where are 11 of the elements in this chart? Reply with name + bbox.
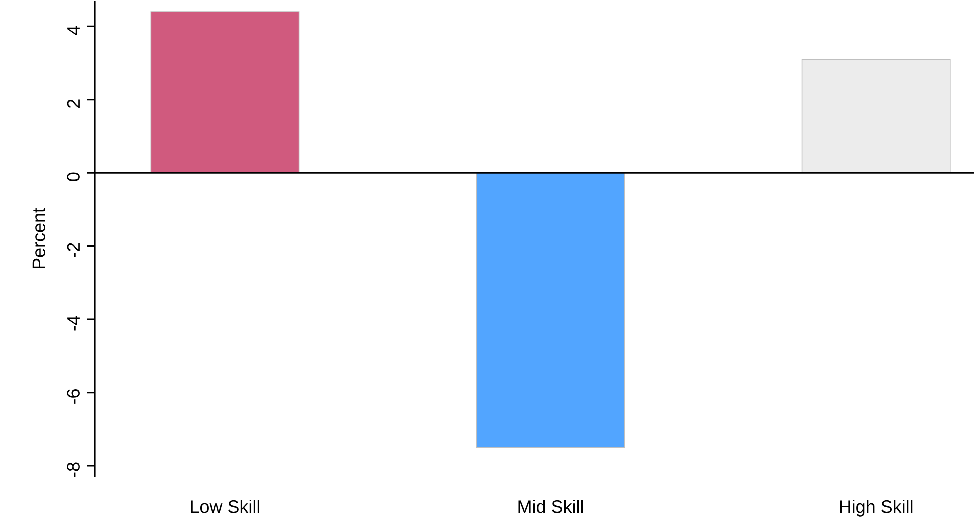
y-tick-label: -4 xyxy=(68,316,80,331)
y-tick-label: 0 xyxy=(67,172,80,182)
y-tick-label: 4 xyxy=(68,26,80,36)
y-tick-label: 2 xyxy=(67,100,80,108)
x-tick-label: Low Skill xyxy=(191,500,260,514)
x-tick-label: High Skill xyxy=(840,500,913,517)
x-tick-label: Mid Skill xyxy=(518,500,584,514)
y-tick-label: -8 xyxy=(67,462,80,478)
y-tick-label: -6 xyxy=(67,390,80,404)
y-tick-label: -2 xyxy=(67,243,80,258)
y-axis-title: Percent xyxy=(32,208,46,269)
